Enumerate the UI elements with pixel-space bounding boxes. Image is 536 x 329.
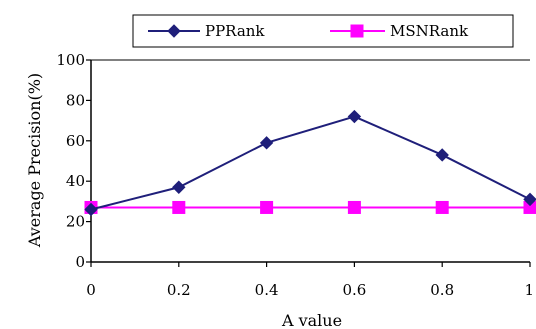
data-point — [523, 192, 536, 207]
data-point — [435, 200, 449, 214]
data-point — [84, 202, 98, 217]
y-tick-label: 100 — [56, 51, 85, 69]
x-tick-label: 0.4 — [255, 281, 279, 299]
series-layer — [84, 109, 536, 217]
data-point — [347, 200, 361, 214]
y-ticks: 0 20 40 60 80 100 — [56, 51, 91, 271]
data-point — [347, 109, 362, 124]
data-point — [172, 200, 186, 214]
x-tick-label: 0.6 — [342, 281, 366, 299]
y-tick-label: 80 — [66, 91, 85, 109]
legend-label: PPRank — [205, 22, 265, 40]
y-tick-label: 20 — [66, 213, 85, 231]
x-tick-label: 0.8 — [430, 281, 454, 299]
legend: PPRank MSNRank — [132, 14, 514, 48]
series-line — [90, 115, 531, 211]
data-point — [172, 180, 186, 194]
legend-marker — [350, 24, 364, 38]
x-tick-label: 1 — [524, 281, 534, 299]
axes — [90, 59, 530, 263]
data-point — [435, 148, 449, 162]
y-tick-label: 0 — [75, 253, 85, 271]
data-point — [259, 136, 274, 150]
legend-item-msnrank: MSNRank — [330, 22, 469, 40]
x-axis-label: A value — [281, 311, 342, 329]
data-point — [260, 200, 274, 214]
x-tick-label: 0.2 — [167, 281, 191, 299]
legend-marker — [167, 24, 181, 38]
x-ticks: 0 0.2 0.4 0.6 0.8 1 — [86, 262, 534, 299]
series-pprank — [84, 109, 536, 217]
series-msnrank — [84, 200, 536, 214]
data-point — [523, 200, 536, 214]
y-tick-label: 40 — [66, 172, 85, 190]
x-tick-label: 0 — [86, 281, 96, 299]
legend-label: MSNRank — [390, 22, 469, 40]
y-tick-label: 60 — [66, 132, 85, 150]
legend-item-pprank: PPRank — [148, 22, 265, 40]
y-axis-label: Average Precision(%) — [25, 73, 44, 248]
